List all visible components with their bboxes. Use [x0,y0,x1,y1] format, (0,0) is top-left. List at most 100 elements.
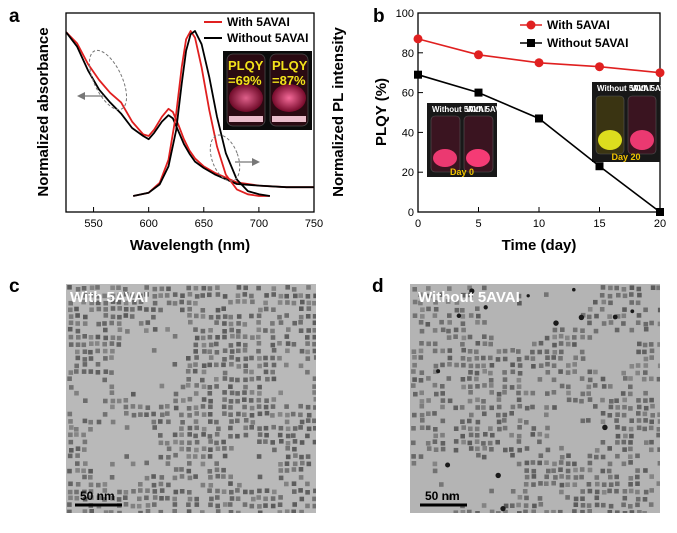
nanocrystal [95,362,101,367]
nanocrystal [305,294,311,299]
nanocrystal [467,357,472,362]
nanocrystal [81,432,86,438]
nanocrystal [305,349,310,355]
nanocrystal [109,341,115,346]
panel-a-inset-photo: PLQY =69% PLQY =87% [223,51,312,130]
nanocrystal [242,299,247,304]
nanocrystal [635,502,640,508]
nanocrystal [116,285,121,290]
nanocrystal [229,349,235,354]
vial-right-base [272,116,306,122]
nanocrystal [194,294,200,299]
nanocrystal [510,362,515,368]
nanocrystal [467,398,473,404]
nanocrystal [629,327,635,333]
nanocrystal [565,474,571,480]
nanocrystal [243,363,248,369]
nanocrystal [284,468,290,473]
nanocrystal [476,452,481,458]
nanocrystal [305,481,310,487]
nanocrystal [628,376,633,381]
nanocrystal [306,426,312,432]
nanocrystal [116,335,122,341]
nanocrystal [580,312,586,318]
nanocrystal [474,370,480,376]
nanocrystal [272,489,277,495]
nanocrystal [81,299,86,305]
nanocrystal [144,307,149,312]
nanocrystal [530,349,535,355]
nanocrystal [243,384,248,390]
nanocrystal [482,320,487,325]
nanocrystal [636,418,642,423]
nanocrystal [467,349,473,354]
nanocrystal [468,370,473,375]
nanocrystal [222,314,228,319]
nanocrystal [257,510,263,513]
nanocrystal [636,404,642,410]
nanocrystal [110,285,115,291]
nanocrystal [290,411,296,417]
nanocrystal [292,426,298,431]
nanocrystal [546,468,551,474]
nanocrystal [475,320,480,325]
day0-vial-left-glow [433,149,457,167]
nanocrystal [607,488,612,494]
nanocrystal [242,404,247,410]
nanocrystal [193,349,198,354]
nanocrystal [194,383,199,388]
nanocrystal [300,299,305,305]
panel-a-x-ticks: 550 600 650 700 750 [84,207,323,230]
nanocrystal [559,482,565,488]
nanocrystal [600,468,606,474]
nanocrystal [200,308,206,313]
nanocrystal [159,286,165,292]
nanocrystal [130,461,136,467]
nanocrystal [138,482,143,487]
nanocrystal [249,405,255,411]
nanocrystal [82,509,88,513]
nanocrystal [313,355,316,360]
nanocrystal [412,287,417,292]
nanocrystal [186,447,191,452]
nanocrystal [69,425,74,430]
nanocrystal [579,376,585,381]
nanocrystal [95,300,101,306]
nanocrystal [249,503,255,509]
nanocrystal [509,447,514,452]
nanocrystal [201,432,206,437]
nanocrystal [608,474,613,480]
nanocrystal [593,404,598,409]
nanocrystal [623,433,628,439]
nanocrystal [538,363,544,368]
nanocrystal [230,333,235,339]
nanocrystal [642,349,647,355]
day0-vial-left-label: Without 5AVAI [432,105,486,114]
nanocrystal [68,320,74,326]
nanocrystal [67,509,72,513]
nanocrystal [222,294,228,299]
nanocrystal [516,293,522,299]
nanocrystal [298,403,303,409]
nanocrystal [643,405,649,411]
nanocrystal [552,327,558,333]
nanocrystal [138,488,143,493]
nanocrystal [544,510,549,513]
nanocrystal [76,335,81,340]
nanocrystal [419,399,425,404]
nanocrystal [475,384,480,389]
nanocrystal [284,481,289,487]
nanocrystal [271,397,277,402]
nanocrystal [138,293,143,299]
nanocrystal [264,432,269,438]
nanocrystal [187,413,192,418]
nanocrystal [426,341,431,347]
nanocrystal [68,432,73,438]
nanocrystal [621,370,626,376]
nanocrystal [159,496,164,501]
nanocrystal [453,447,459,453]
nanocrystal [270,328,275,334]
nanocrystal [215,509,221,513]
b-point-without [474,88,483,97]
nanocrystal [89,341,94,346]
